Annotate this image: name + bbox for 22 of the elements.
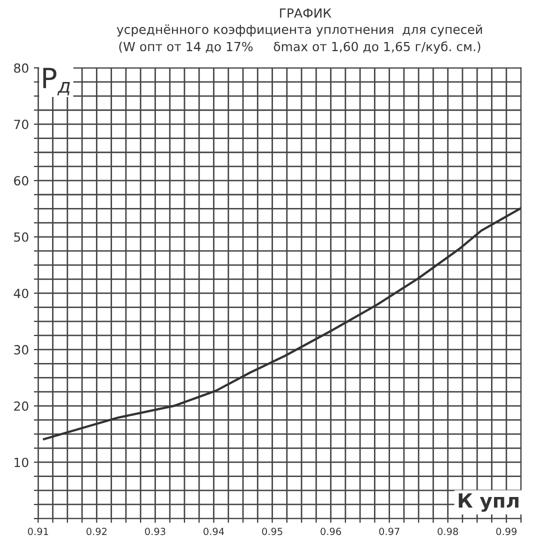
x-tick-label: 0.99 <box>496 528 517 536</box>
x-tick-label: 0.93 <box>145 528 166 536</box>
y-tick-label: 70 <box>14 120 28 130</box>
y-tick-label: 20 <box>14 401 28 411</box>
chart-title: ГРАФИК <box>280 8 332 18</box>
x-tick-label: 0.95 <box>262 528 282 536</box>
y-axis-title: P$_{д}$ <box>43 68 70 96</box>
y-tick-label: 30 <box>14 345 28 354</box>
x-tick-label: 0.96 <box>320 528 342 536</box>
x-axis-title: К упл <box>458 493 518 512</box>
x-tick-label: 0.98 <box>438 528 458 536</box>
x-tick-label: 0.91 <box>28 528 48 536</box>
y-tick-label: 80 <box>14 63 28 73</box>
y-tick-label: 10 <box>14 458 28 468</box>
y-tick-label: 40 <box>14 288 28 298</box>
x-tick-label: 0.97 <box>379 528 400 536</box>
line-series <box>42 207 522 440</box>
x-tick-label: 0.94 <box>204 528 224 536</box>
y-tick-label: 50 <box>14 232 28 242</box>
chart-subtitle: усреднённого коэффициента уплотнения для супесей (W опт от 14 до 17% δmax от 1,60 до 1,65 г/куб. см.) <box>116 24 482 54</box>
y-tick-label: 60 <box>14 176 28 186</box>
x-tick-label: 0.92 <box>86 528 107 536</box>
